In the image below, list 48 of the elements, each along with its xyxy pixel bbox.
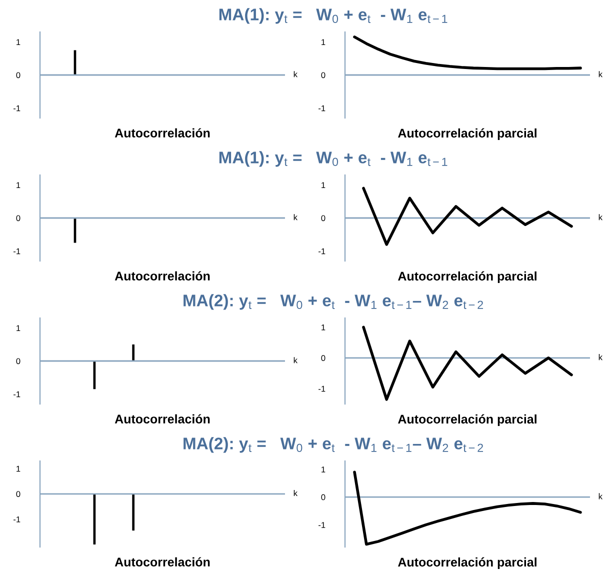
text: Autocorrelación parcial: [398, 128, 536, 140]
y-tick-label: 0: [321, 215, 326, 222]
y-tick-label: -1: [318, 386, 326, 392]
text: Autocorrelación parcial: [398, 557, 536, 570]
y-tick-label: -1: [14, 105, 20, 112]
y-tick-label: 1: [16, 182, 20, 188]
text: Autocorrelación: [114, 414, 210, 424]
x-axis-title: k: [294, 214, 298, 220]
y-tick-label: -1: [318, 522, 326, 528]
x-axis-title: k: [598, 214, 603, 220]
y-tick-label: 1: [322, 182, 326, 188]
y-tick-label: 0: [16, 358, 20, 364]
y-tick-label: 1: [16, 325, 20, 331]
line-series: [353, 470, 582, 546]
text: MA(2): y$_{t}$ = W$_{0}$ + e$_{t}$ - W$_{1}$ e$_{t−1}$– W$_{2}$ e$_{t−2}$: [184, 294, 483, 310]
y-tick-label: 1: [16, 39, 20, 45]
y-tick-label: -1: [14, 391, 20, 398]
y-tick-label: 0: [321, 72, 326, 78]
y-tick-label: -1: [14, 248, 20, 254]
y-tick-label: -1: [14, 516, 20, 522]
x-axis-title: k: [598, 71, 603, 78]
x-axis-title: k: [294, 71, 298, 78]
text: MA(1): y$_{t}$ = W$_{0}$ + e$_{t}$ - W$_{1}$ e$_{t−1}$: [219, 151, 448, 167]
text: MA(2): y$_{t}$ = W$_{0}$ + e$_{t}$ - W$_{1}$ e$_{t−1}$– W$_{2}$ e$_{t−2}$: [184, 437, 483, 453]
y-tick-label: 0: [16, 215, 20, 222]
y-tick-label: 0: [321, 494, 326, 500]
y-tick-label: -1: [318, 248, 326, 254]
text: Autocorrelación: [114, 271, 210, 280]
y-tick-label: 1: [322, 39, 326, 45]
y-tick-label: -1: [318, 105, 326, 112]
y-tick-label: 1: [16, 466, 20, 472]
x-axis-title: k: [294, 490, 298, 496]
x-axis-title: k: [598, 354, 603, 360]
y-tick-label: 1: [322, 466, 326, 472]
y-tick-label: 0: [321, 355, 326, 362]
x-axis-title: k: [598, 493, 603, 500]
text: Autocorrelación parcial: [398, 414, 536, 426]
line-series: [353, 36, 582, 70]
text: MA(1): y$_{t}$ = W$_{0}$ + e$_{t}$ - W$_{1}$ e$_{t−1}$: [219, 8, 448, 24]
y-tick-label: 1: [322, 324, 326, 330]
text: Autocorrelación parcial: [398, 271, 536, 284]
x-axis-title: k: [294, 357, 298, 364]
line-series: [362, 186, 573, 246]
y-tick-label: 0: [16, 72, 20, 78]
text: Autocorrelación: [114, 128, 210, 138]
y-tick-label: 0: [16, 491, 20, 497]
text: Autocorrelación: [114, 557, 210, 566]
line-series: [362, 326, 573, 401]
